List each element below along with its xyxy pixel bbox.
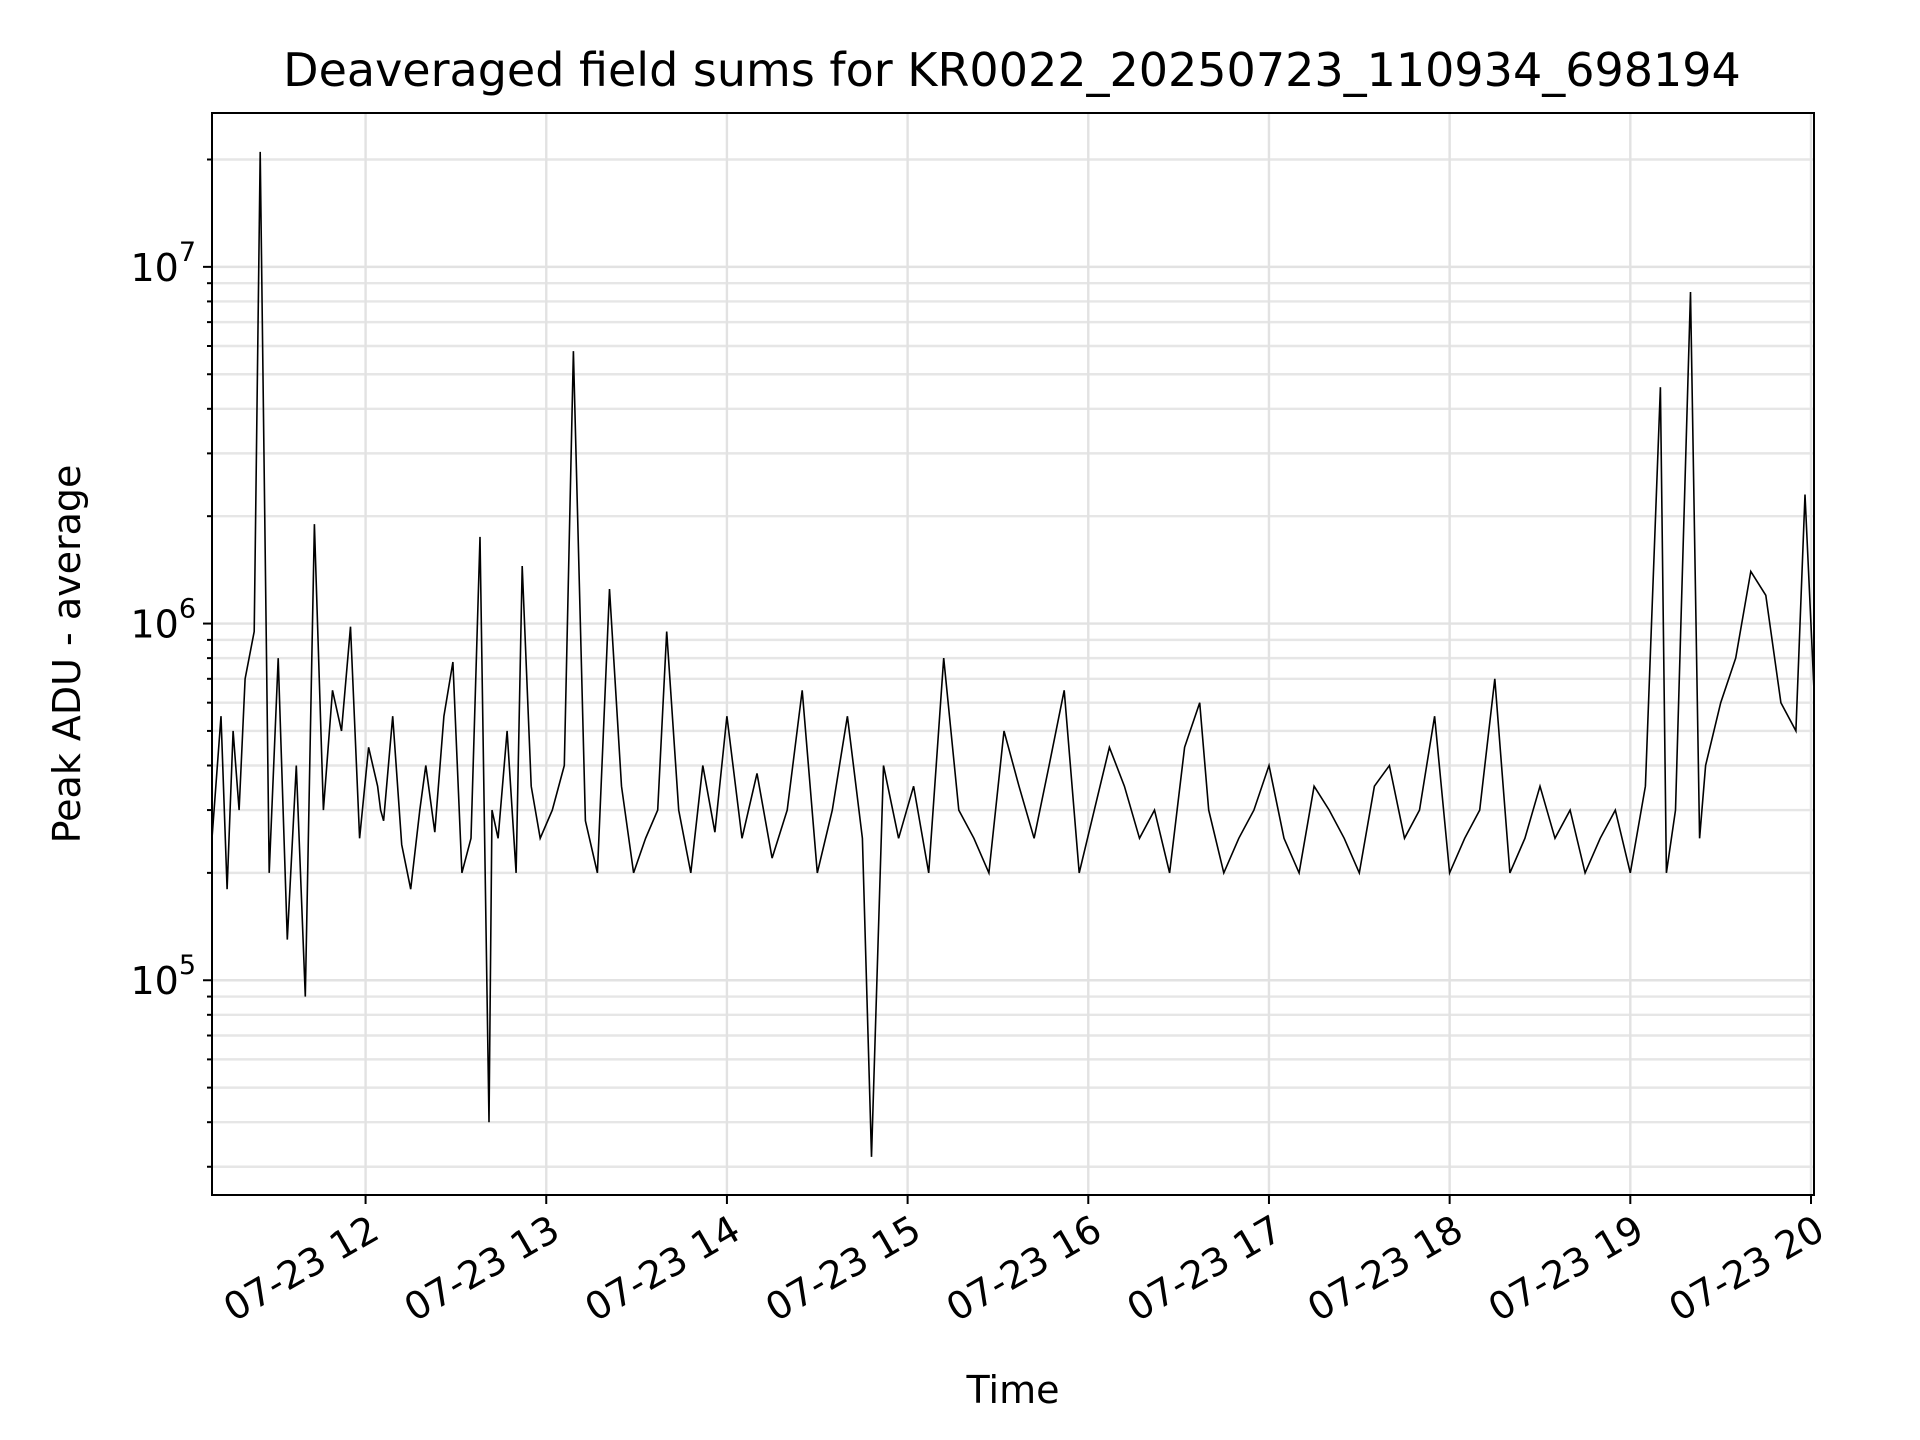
x-axis-label: Time: [966, 1368, 1060, 1412]
series-line: [211, 151, 1815, 1157]
y-tick-label-base: 10: [130, 959, 178, 1003]
x-tick-label: 07-23 14: [577, 1207, 747, 1331]
chart-title: Deaveraged field sums for KR0022_2025072…: [283, 43, 1741, 97]
plot-frame: [211, 112, 1815, 1196]
y-tick-label: 105: [130, 950, 196, 1003]
y-tick-label-exponent: 7: [179, 237, 196, 268]
grid: [212, 113, 1814, 1195]
y-tick-label: 107: [130, 237, 196, 290]
x-tick-label: 07-23 20: [1662, 1207, 1832, 1331]
x-tick-label: 07-23 15: [758, 1207, 928, 1331]
x-tick-label: 07-23 19: [1481, 1207, 1651, 1331]
y-tick-label: 106: [130, 594, 196, 647]
y-axis-label: Peak ADU - average: [45, 465, 89, 844]
y-tick-label-exponent: 6: [179, 594, 196, 625]
y-tick-label-base: 10: [130, 603, 178, 647]
x-tick-label: 07-23 17: [1119, 1207, 1289, 1331]
x-axis: 07-23 12 07-23 13 07-23 14 07-23 15 07-23 16…: [216, 1195, 1831, 1330]
x-tick-label: 07-23 18: [1300, 1207, 1470, 1331]
x-tick-label: 07-23 13: [397, 1207, 567, 1331]
x-tick-label: 07-23 16: [939, 1207, 1109, 1331]
y-tick-label-base: 10: [130, 246, 178, 290]
series-polyline: [211, 151, 1815, 1157]
y-tick-label-exponent: 5: [179, 950, 196, 981]
x-tick-label: 07-23 12: [216, 1207, 386, 1331]
